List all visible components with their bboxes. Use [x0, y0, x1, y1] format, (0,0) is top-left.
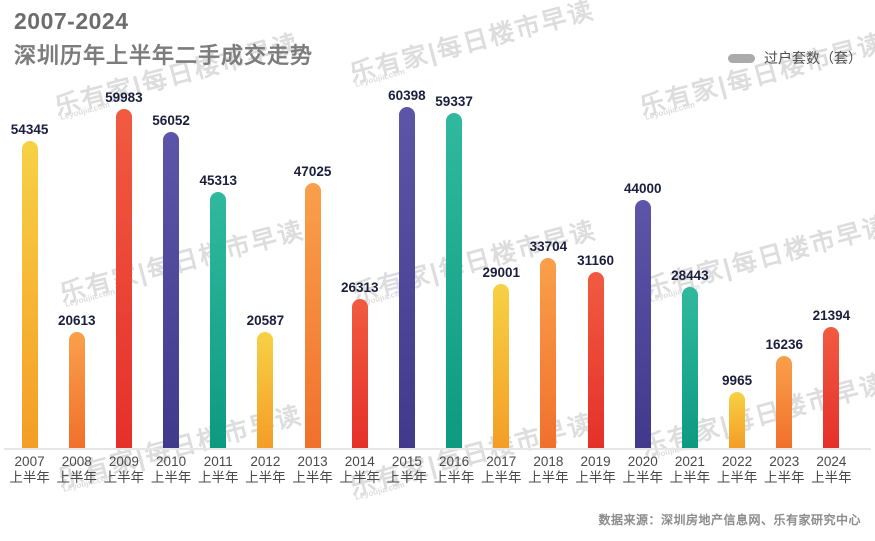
bar-group: 60398 [383, 88, 430, 448]
x-tick-label: 2018 上半年 [528, 454, 569, 485]
plot-area: 54345 20613 59983 56052 45313 20587 47025 26313… [6, 85, 855, 448]
legend-marker-icon [728, 53, 755, 63]
bar-value-label: 44000 [623, 181, 662, 196]
bar [729, 392, 746, 448]
title-years: 2007-2024 [14, 8, 129, 34]
x-tick-label: 2015 上半年 [386, 454, 428, 485]
bar-value-label: 28443 [671, 268, 709, 283]
bar-value-label: 33704 [529, 239, 568, 254]
x-tick-label: 2019 上半年 [575, 454, 616, 485]
data-source: 数据来源：深圳房地产信息网、乐有家研究中心 [598, 513, 861, 527]
bar-value-label: 20587 [246, 313, 285, 328]
x-tick-label: 2020 上半年 [622, 454, 663, 485]
bar-value-label: 54345 [10, 122, 49, 137]
bar-value-label: 59337 [435, 94, 473, 109]
bar-value-label: 26313 [340, 280, 379, 295]
x-tick-label: 2017 上半年 [480, 454, 522, 485]
x-tick-label: 2021 上半年 [669, 454, 711, 485]
x-tick-label: 2010 上半年 [150, 454, 192, 485]
bar-group: 20587 [242, 313, 289, 448]
bar-value-label: 21394 [812, 308, 851, 323]
chart-header: 2007-2024 深圳历年上半年二手成交走势 [14, 8, 313, 70]
bar-value-label: 59983 [105, 90, 143, 105]
bar-group: 45313 [195, 173, 242, 448]
x-tick-label: 2011 上半年 [197, 454, 239, 485]
bar-group: 21394 [808, 308, 855, 448]
legend: 过户套数（套） [728, 48, 862, 68]
bar [68, 332, 85, 448]
x-tick-label: 2022 上半年 [716, 454, 758, 485]
bar [115, 109, 132, 448]
x-tick-label: 2023 上半年 [763, 454, 805, 485]
legend-label: 过户套数（套） [764, 50, 862, 66]
bar-value-label: 9965 [722, 373, 753, 388]
bar-group: 44000 [619, 181, 666, 448]
bar [540, 258, 557, 448]
bar-group: 47025 [289, 164, 336, 448]
bar-value-label: 60398 [388, 88, 426, 103]
bar [446, 113, 463, 448]
x-axis: 2007 上半年 2008 上半年 2009 上半年 2010 上半年 2011 上半年 2012 上… [6, 454, 855, 486]
bar-group: 26313 [336, 280, 383, 448]
bar [493, 284, 510, 448]
bar [304, 183, 321, 448]
bar-value-label: 56052 [152, 113, 190, 128]
bar [351, 299, 368, 448]
bar-group: 33704 [525, 239, 572, 448]
bar-group: 16236 [761, 337, 808, 448]
x-tick-label: 2009 上半年 [103, 454, 145, 485]
bar-group: 9965 [714, 373, 761, 448]
bar [163, 132, 180, 448]
bar [681, 287, 698, 448]
x-tick-label: 2012 上半年 [245, 454, 286, 485]
x-tick-label: 2007 上半年 [9, 454, 50, 485]
bar-group: 54345 [6, 122, 53, 448]
bar [398, 107, 415, 448]
bar-group: 31160 [572, 253, 619, 448]
bar-group: 56052 [148, 113, 195, 448]
x-axis-line [4, 448, 871, 450]
x-tick-label: 2016 上半年 [433, 454, 475, 485]
bar [21, 141, 38, 448]
bar-group: 59983 [100, 90, 147, 448]
bar [823, 327, 840, 448]
x-tick-label: 2014 上半年 [339, 454, 380, 485]
page-title: 深圳历年上半年二手成交走势 [14, 43, 314, 68]
bar [587, 272, 604, 448]
bar-value-label: 29001 [482, 265, 521, 280]
bar-group: 59337 [431, 94, 478, 448]
bar [210, 192, 227, 448]
bar-value-label: 45313 [199, 173, 238, 188]
x-tick-label: 2008 上半年 [56, 454, 97, 485]
bar-value-label: 47025 [293, 164, 332, 179]
bar [257, 332, 274, 448]
x-tick-label: 2013 上半年 [292, 454, 333, 485]
bar-group: 28443 [666, 268, 713, 448]
bar-group: 20613 [53, 313, 100, 448]
bar-value-label: 20613 [57, 313, 96, 328]
bar-value-label: 16236 [765, 337, 804, 352]
bar [634, 200, 651, 448]
bar-value-label: 31160 [577, 253, 614, 268]
bar [776, 356, 793, 448]
bar-group: 29001 [478, 265, 525, 448]
x-tick-label: 2024 上半年 [811, 454, 852, 485]
